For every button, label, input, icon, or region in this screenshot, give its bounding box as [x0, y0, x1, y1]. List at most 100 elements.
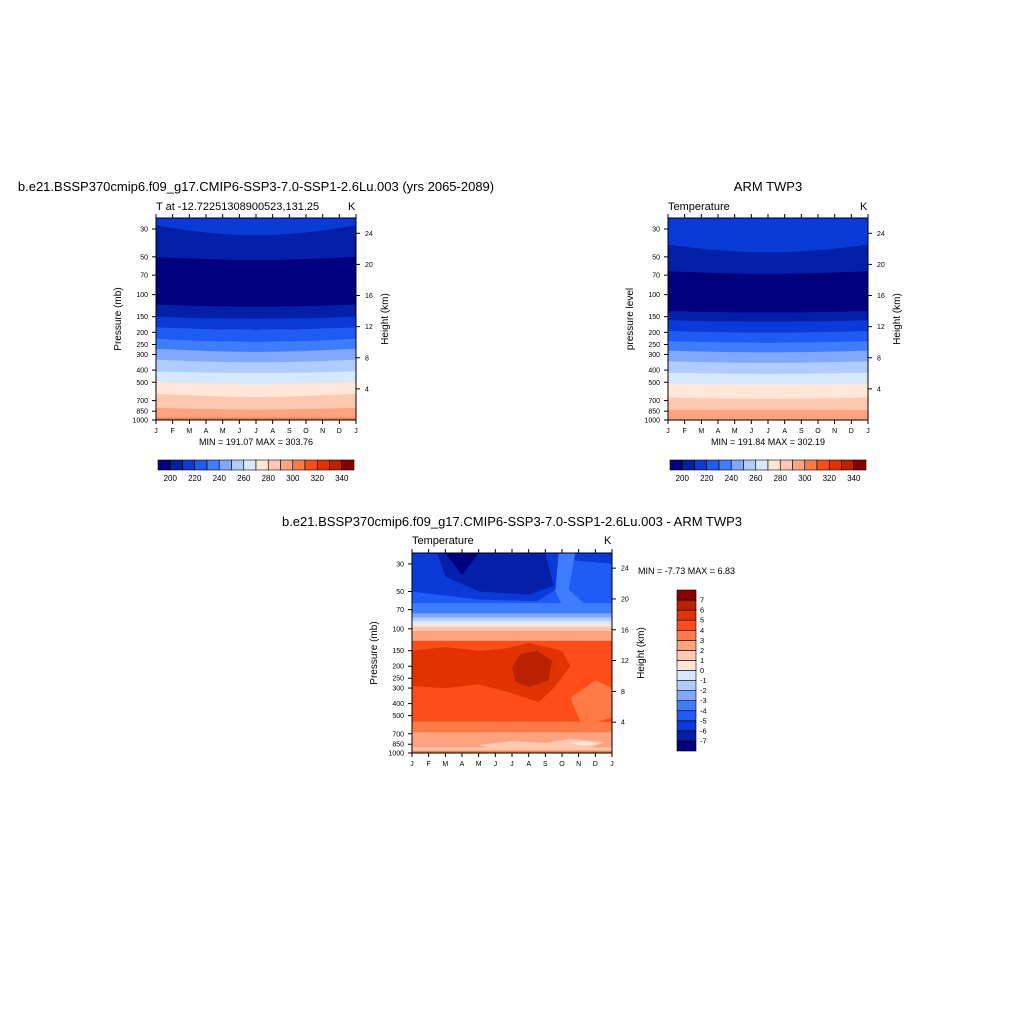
colorbar-box — [779, 459, 793, 471]
y-tick-label: 1000 — [644, 418, 660, 425]
x-tick-label: D — [849, 428, 854, 435]
top-left-minmax: MIN = 191.07 MAX = 303.76 — [198, 437, 314, 447]
y2-tick-label: 16 — [365, 293, 373, 300]
colorbar-box — [206, 459, 220, 471]
contour-region — [555, 553, 587, 607]
x-tick-label: N — [576, 761, 581, 768]
colorbar-label: -3 — [700, 696, 707, 705]
y-tick-label: 700 — [392, 731, 404, 738]
y-tick-label: 300 — [392, 686, 404, 693]
x-tick-label: A — [526, 761, 531, 768]
y2-tick-label: 20 — [621, 596, 629, 603]
colorbar-box — [255, 459, 269, 471]
contour-band — [668, 244, 868, 280]
colorbar-box — [828, 459, 842, 471]
y-tick-label: 400 — [136, 368, 148, 375]
colorbar-box — [304, 459, 318, 471]
colorbar-box — [280, 459, 294, 471]
x-tick-label: D — [593, 761, 598, 768]
y2-tick-label: 12 — [877, 324, 885, 331]
x-tick-label: F — [171, 428, 175, 435]
colorbar-box — [676, 730, 697, 742]
y-tick-label: 100 — [136, 292, 148, 299]
x-tick-label: S — [287, 428, 292, 435]
y-tick-label: 850 — [648, 409, 660, 416]
y-tick-label: 30 — [140, 227, 148, 234]
x-tick-label: J — [238, 428, 242, 435]
colorbar-label: 200 — [676, 474, 690, 483]
y2-tick-label: 4 — [877, 386, 881, 393]
contour-band — [668, 218, 868, 258]
colorbar-label: -2 — [700, 686, 707, 695]
y2-tick-label: 16 — [877, 293, 885, 300]
y-tick-label: 850 — [392, 742, 404, 749]
y-tick-label: 70 — [140, 273, 148, 280]
y-tick-label: 50 — [396, 589, 404, 596]
colorbar-label: 240 — [725, 474, 739, 483]
colorbar-box — [841, 459, 855, 471]
colorbar-box — [676, 629, 697, 641]
x-tick-label: O — [303, 428, 309, 435]
colorbar-box — [182, 459, 196, 471]
colorbar-box — [316, 459, 330, 471]
x-tick-label: M — [220, 428, 226, 435]
y-tick-label: 500 — [392, 713, 404, 720]
colorbar-box — [267, 459, 281, 471]
y-tick-label: 250 — [648, 342, 660, 349]
colorbar: 200 220 240 260 280 300 320 340 — [157, 459, 355, 483]
y2-axis-label: Height (km) — [892, 293, 903, 345]
y-tick-label: 400 — [392, 701, 404, 708]
contour-band — [668, 397, 868, 413]
x-tick-label: J — [494, 761, 498, 768]
top-left-subtitle: T at -12.72251308900523,131.25 — [156, 201, 320, 213]
colorbar-box — [767, 459, 781, 471]
x-tick-label: A — [204, 428, 209, 435]
y-tick-label: 300 — [136, 352, 148, 359]
y2-tick-label: 8 — [877, 355, 881, 362]
colorbar-label: -5 — [700, 716, 707, 725]
y-tick-label: 30 — [652, 227, 660, 234]
colorbar-box — [681, 459, 695, 471]
colorbar-box — [816, 459, 830, 471]
plot-panel-2: J F M A M J J A S O N D J305070100150200250300400500… — [369, 549, 707, 768]
contour-region — [445, 553, 479, 576]
colorbar-box — [676, 609, 697, 621]
y-tick-label: 500 — [136, 380, 148, 387]
colorbar-box — [676, 599, 697, 611]
y-tick-label: 200 — [392, 664, 404, 671]
y-tick-label: 300 — [648, 352, 660, 359]
y2-tick-label: 24 — [621, 566, 629, 573]
colorbar-box — [676, 650, 697, 661]
y-tick-label: 50 — [652, 254, 660, 261]
contour-band — [156, 338, 356, 353]
contour-band — [156, 382, 356, 397]
y2-tick-label: 8 — [621, 689, 625, 696]
bottom-subtitle: Temperature — [412, 535, 474, 547]
colorbar-label: 260 — [749, 474, 763, 483]
x-tick-label: J — [866, 428, 870, 435]
x-tick-label: A — [782, 428, 787, 435]
y2-tick-label: 12 — [621, 658, 629, 665]
colorbar-box — [676, 700, 697, 712]
contour-fill — [668, 218, 868, 420]
x-tick-label: F — [427, 761, 431, 768]
colorbar: 200 220 240 260 280 300 320 340 — [669, 459, 867, 483]
colorbar-label: 200 — [164, 474, 178, 483]
colorbar-label: 280 — [262, 474, 276, 483]
y-tick-label: 700 — [136, 398, 148, 405]
y2-axis-label: Height (km) — [380, 293, 391, 345]
y-tick-label: 400 — [648, 368, 660, 375]
colorbar-label: 300 — [286, 474, 300, 483]
y-tick-label: 850 — [136, 409, 148, 416]
colorbar-box — [676, 589, 697, 601]
x-tick-label: J — [510, 761, 514, 768]
colorbar-box — [743, 459, 757, 471]
y-tick-label: 200 — [648, 330, 660, 337]
y2-axis-label: Height (km) — [636, 627, 647, 679]
x-tick-label: A — [460, 761, 465, 768]
y2-tick-label: 8 — [365, 355, 369, 362]
contour-band — [668, 372, 868, 386]
contour-band — [668, 383, 868, 400]
bottom-units: K — [604, 535, 612, 547]
